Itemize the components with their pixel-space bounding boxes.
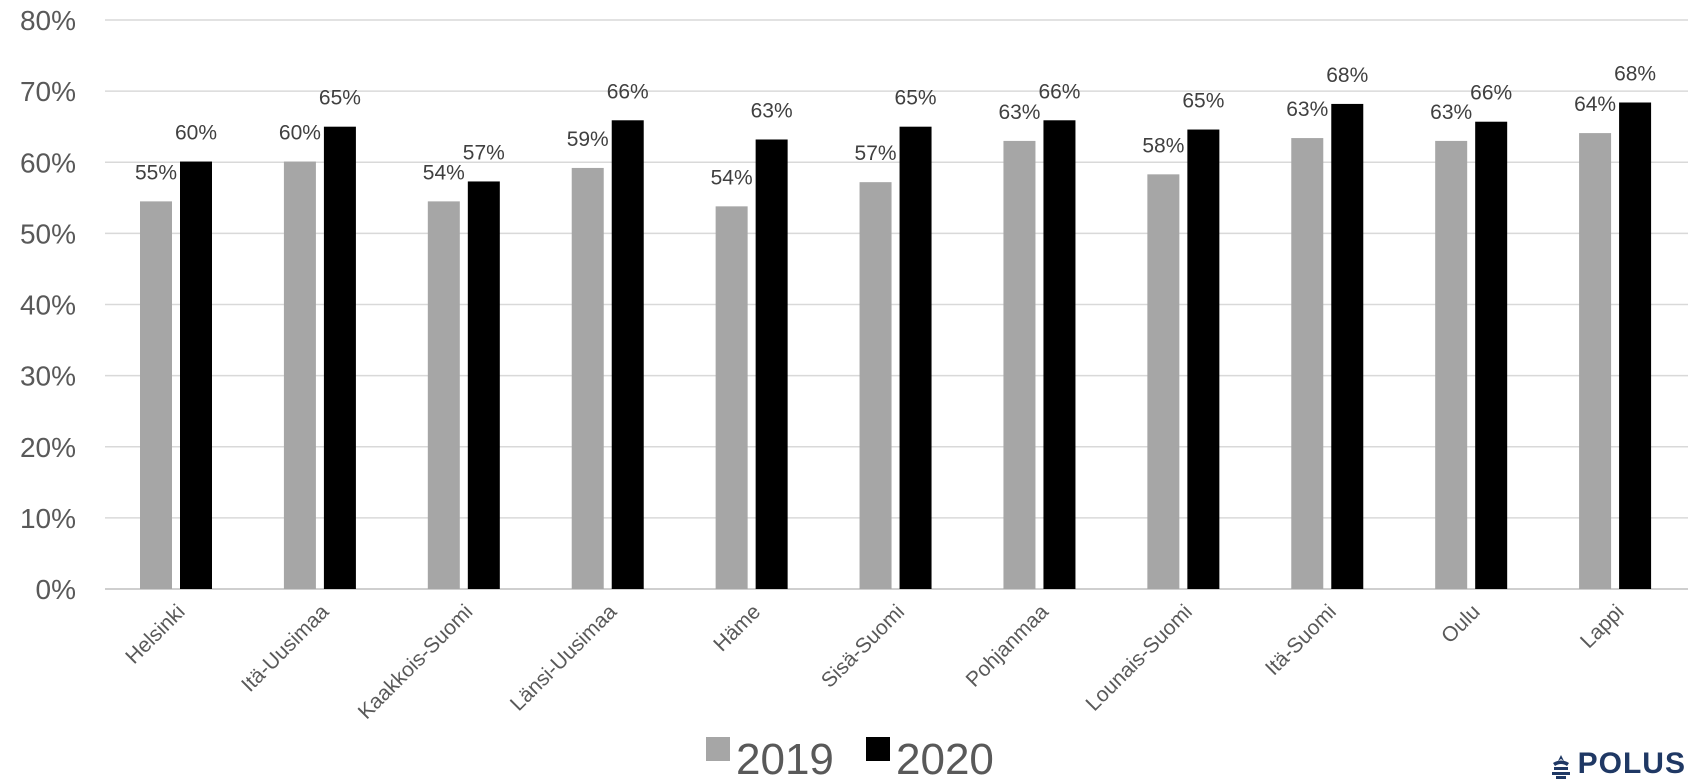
bar-2019-Länsi-Uusimaa	[571, 167, 604, 589]
y-tick-label: 40%	[20, 290, 76, 321]
x-tick-label: Lappi	[1576, 600, 1629, 653]
bar-2020-Kaakkois-Suomi	[467, 181, 500, 590]
data-label: 60%	[279, 122, 321, 145]
data-label: 59%	[567, 128, 609, 151]
bar-2019-Oulu	[1435, 140, 1468, 589]
data-label: 55%	[135, 161, 177, 184]
data-label: 68%	[1326, 64, 1368, 87]
bar-2019-Pohjanmaa	[1003, 140, 1036, 589]
bar-2020-Itä-Suomi	[1331, 103, 1364, 590]
x-tick-label: Pohjanmaa	[962, 600, 1054, 692]
data-label: 58%	[1142, 134, 1184, 157]
bar-2020-Itä-Uusimaa	[323, 126, 356, 589]
y-axis-ticks: 0% 10% 20% 30% 40% 50% 60% 70% 80%	[20, 5, 76, 605]
x-tick-label: Itä-Uusimaa	[237, 600, 334, 697]
bar-2019-Helsinki	[140, 201, 172, 589]
y-tick-label: 70%	[20, 76, 76, 107]
bar-2020-Lappi	[1619, 102, 1652, 589]
bar-2020-Lounais-Suomi	[1187, 129, 1220, 589]
polus-logo-icon	[1551, 755, 1570, 779]
bar-2019-Kaakkois-Suomi	[427, 201, 460, 589]
data-label: 57%	[463, 141, 505, 164]
data-labels: 55%60% 60%65%54%57%59%66%54%63%57%65%63%6…	[135, 63, 1656, 190]
bar-2019-Sisä-Suomi	[859, 182, 892, 590]
bar-2020-Oulu	[1475, 121, 1508, 590]
bar-2020-Sisä-Suomi	[899, 126, 932, 589]
data-label: 65%	[1182, 90, 1224, 113]
data-label: 57%	[855, 142, 897, 165]
x-tick-label: Sisä-Suomi	[817, 600, 909, 692]
y-tick-label: 50%	[20, 218, 76, 249]
bars	[140, 102, 1652, 590]
data-label: 65%	[895, 87, 937, 110]
bar-2020-Helsinki	[180, 161, 212, 589]
logo-text: POLUS	[1577, 749, 1686, 779]
x-tick-label: Oulu	[1437, 600, 1485, 648]
x-tick-label: Länsi-Uusimaa	[506, 600, 622, 716]
y-tick-label: 10%	[20, 503, 76, 534]
legend: 2019 2020	[706, 735, 994, 779]
bar-2020-Häme	[755, 139, 788, 590]
data-label: 64%	[1574, 93, 1616, 116]
bar-2020-Länsi-Uusimaa	[611, 120, 644, 589]
data-label: 68%	[1614, 63, 1656, 86]
x-tick-label: Häme	[709, 600, 765, 656]
legend-swatch-2019	[706, 737, 730, 761]
data-label: 63%	[1286, 98, 1328, 121]
data-label: 60%	[175, 122, 217, 145]
y-tick-label: 60%	[20, 147, 76, 178]
data-label: 63%	[1430, 101, 1472, 124]
x-axis-ticks: Helsinki Itä-Uusimaa Kaakkois-Suomi Länsi-U…	[121, 600, 1628, 724]
data-label: 66%	[1038, 80, 1080, 103]
bar-2019-Itä-Suomi	[1291, 138, 1324, 589]
data-label: 66%	[1470, 82, 1512, 105]
y-tick-label: 0%	[36, 574, 76, 605]
data-label: 63%	[751, 99, 793, 122]
bar-2019-Itä-Uusimaa	[283, 161, 316, 589]
data-label: 54%	[423, 161, 465, 184]
legend-label: 2020	[896, 735, 994, 779]
x-tick-label: Itä-Suomi	[1261, 600, 1341, 680]
x-tick-label: Lounais-Suomi	[1082, 600, 1197, 715]
bar-2019-Häme	[715, 206, 748, 589]
data-label: 63%	[998, 101, 1040, 124]
data-label: 54%	[711, 166, 753, 189]
bar-2019-Lounais-Suomi	[1147, 174, 1180, 589]
y-tick-label: 80%	[20, 5, 76, 36]
gridlines	[105, 19, 1688, 590]
bar-2020-Pohjanmaa	[1043, 120, 1076, 589]
polus-logo: POLUS	[1548, 749, 1686, 779]
bar-2019-Lappi	[1579, 133, 1612, 589]
data-label: 66%	[607, 80, 649, 103]
legend-swatch-2020	[866, 737, 890, 761]
legend-label: 2019	[736, 735, 834, 779]
data-label: 65%	[319, 87, 361, 110]
y-tick-label: 20%	[20, 432, 76, 463]
y-tick-label: 30%	[20, 361, 76, 392]
x-tick-label: Kaakkois-Suomi	[354, 600, 478, 724]
x-tick-label: Helsinki	[121, 600, 189, 668]
